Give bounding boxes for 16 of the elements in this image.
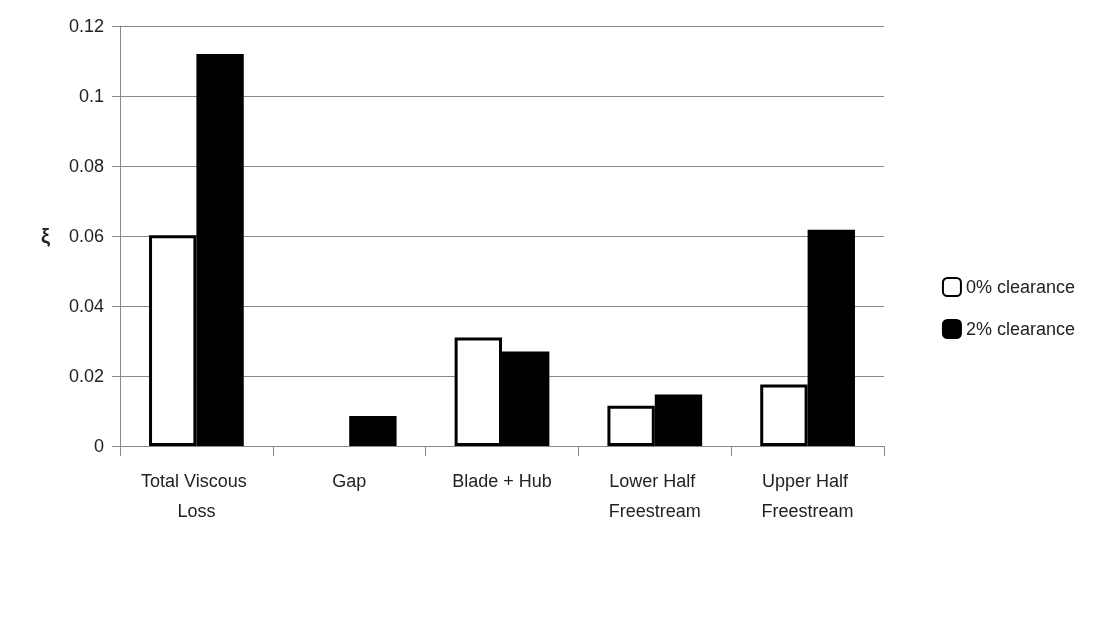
x-tick-label: Blade + Hub [452, 471, 552, 491]
x-tick-label: Total Viscous Loss [141, 471, 252, 521]
legend-label: 0% clearance [965, 277, 1076, 297]
y-tick-label: 0.08 [68, 156, 104, 176]
bar [349, 415, 397, 446]
x-tick-label: Gap [332, 471, 367, 491]
y-tick-label: 0.06 [68, 226, 104, 246]
x-tick-label: Lower Half Freestream [608, 471, 701, 521]
y-tick-label: 0.04 [68, 296, 104, 316]
x-tick-label: Upper Half Freestream [761, 471, 854, 521]
y-tick-label: 0.1 [78, 86, 104, 106]
y-tick-label: 0.12 [68, 16, 104, 36]
y-tick-label: 0 [93, 436, 104, 456]
legend-label: 2% clearance [965, 319, 1076, 339]
y-tick-label: 0.02 [68, 366, 104, 386]
y-axis-title: ξ [41, 225, 51, 247]
